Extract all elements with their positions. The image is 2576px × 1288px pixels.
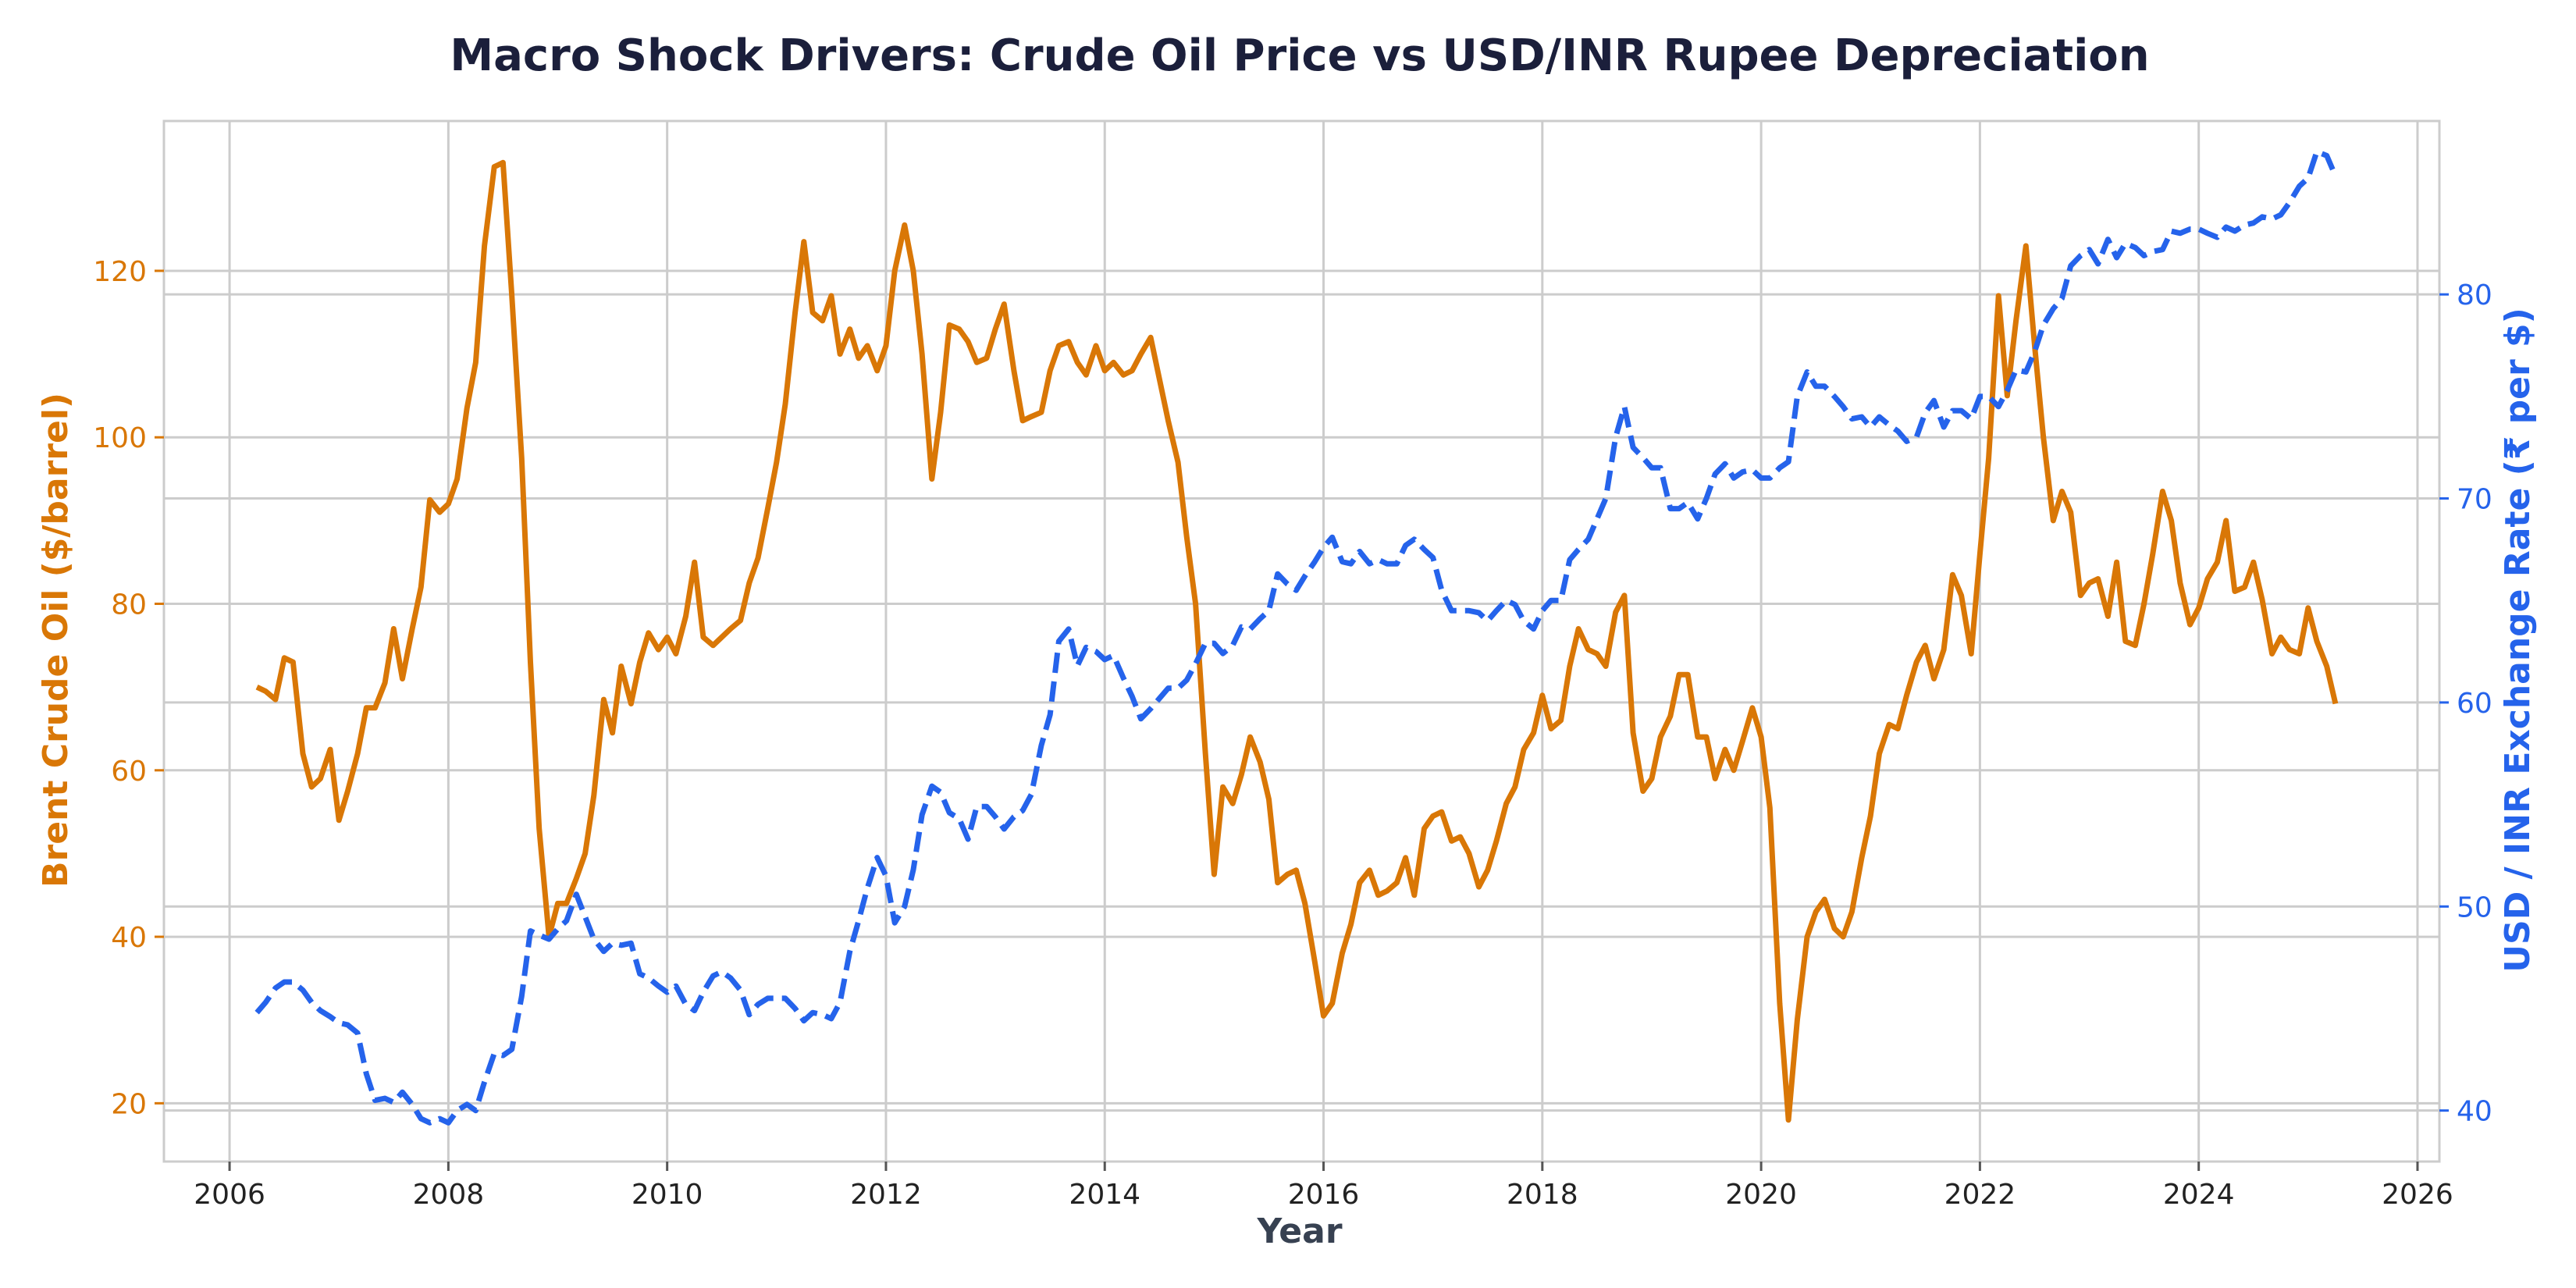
x-axis-label: Year xyxy=(1256,1212,1342,1251)
grid-lines xyxy=(164,121,2439,1162)
left-y-tick-label: 120 xyxy=(93,256,147,288)
x-tick-label: 2018 xyxy=(1507,1179,1578,1211)
left-y-tick-label: 80 xyxy=(111,589,147,621)
x-tick-label: 2014 xyxy=(1069,1179,1140,1211)
left-y-tick-label: 60 xyxy=(111,756,147,788)
x-tick-label: 2022 xyxy=(1944,1179,2016,1211)
left-y-tick-label: 20 xyxy=(111,1088,147,1120)
right-y-tick-label: 60 xyxy=(2457,688,2492,720)
right-y-tick-label: 50 xyxy=(2457,891,2492,923)
x-tick-label: 2012 xyxy=(850,1179,922,1211)
left-y-tick-label: 100 xyxy=(93,422,147,454)
left-y-axis-ticks: 20 40 60 80 100 120 xyxy=(93,256,164,1120)
x-tick-label: 2016 xyxy=(1288,1179,1360,1211)
right-y-tick-label: 70 xyxy=(2457,484,2492,516)
chart-title: Macro Shock Drivers: Crude Oil Price vs … xyxy=(450,30,2149,81)
x-axis-ticks: 2006 2008 2010 2012 2014 2016 2018 2020 2022 2024… xyxy=(194,1162,2453,1211)
left-y-axis-label: Brent Crude Oil ($/barrel) xyxy=(36,393,76,888)
usd-inr-series-line xyxy=(254,148,2339,1126)
brent-oil-series-line xyxy=(255,159,2339,1123)
x-tick-label: 2020 xyxy=(1725,1179,1797,1211)
right-y-axis-ticks: 40 50 60 70 80 xyxy=(2439,279,2492,1128)
x-tick-label: 2006 xyxy=(194,1179,265,1211)
right-y-tick-label: 80 xyxy=(2457,279,2492,311)
x-tick-label: 2010 xyxy=(632,1179,703,1211)
right-y-axis-label: USD / INR Exchange Rate (₹ per $) xyxy=(2498,308,2538,972)
series-layer xyxy=(254,148,2339,1126)
x-tick-label: 2008 xyxy=(413,1179,485,1211)
x-tick-label: 2024 xyxy=(2163,1179,2235,1211)
x-tick-label: 2026 xyxy=(2382,1179,2453,1211)
plot-frame xyxy=(162,119,2441,1163)
left-y-tick-label: 40 xyxy=(111,922,147,954)
right-y-tick-label: 40 xyxy=(2457,1096,2492,1128)
